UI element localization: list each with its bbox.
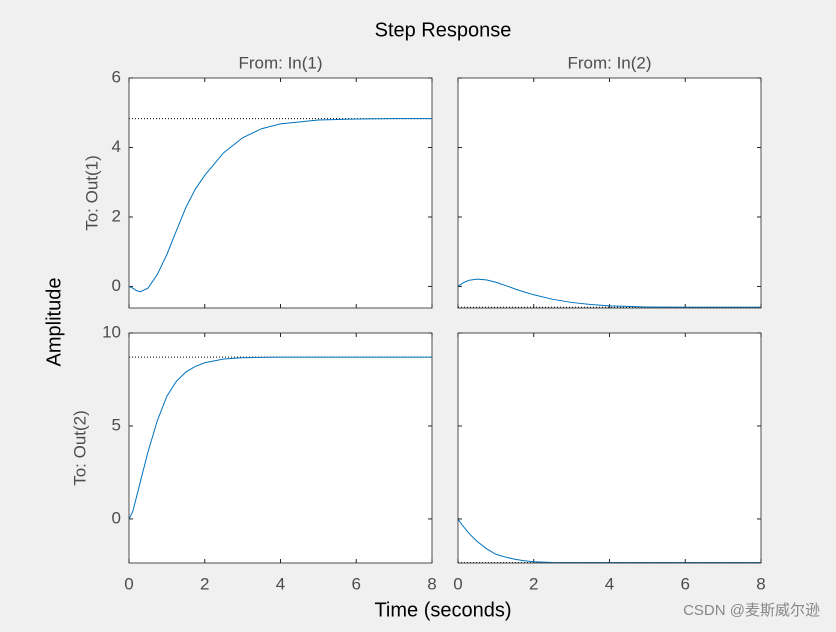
axes-background: [129, 333, 432, 563]
y-tick-label: 4: [112, 137, 121, 156]
x-tick-label: 6: [352, 574, 361, 593]
watermark: CSDN @麦斯威尔逊: [683, 602, 820, 619]
axes-background: [458, 78, 761, 308]
response-line: [457, 278, 761, 308]
axes-background: [129, 78, 432, 308]
x-tick-label: 6: [681, 574, 690, 593]
y-tick-label: 2: [112, 206, 121, 225]
axes-box: [128, 332, 433, 564]
response-line: [128, 356, 432, 520]
response-line: [128, 118, 432, 293]
row-label: To: Out(2): [70, 410, 89, 486]
axes-background: [458, 333, 761, 563]
axes-box: [128, 77, 433, 309]
y-tick-label: 0: [112, 276, 121, 295]
y-tick-label: 5: [112, 415, 121, 434]
axes-box: [457, 332, 762, 564]
x-tick-label: 4: [276, 574, 285, 593]
row-label: To: Out(1): [82, 155, 101, 231]
x-tick-label: 8: [427, 574, 436, 593]
y-tick-label: 0: [112, 508, 121, 527]
y-tick-label: 6: [112, 67, 121, 86]
y-axis-label: Amplitude: [43, 278, 65, 367]
x-tick-label: 2: [200, 574, 209, 593]
x-tick-label: 8: [756, 574, 765, 593]
column-title: From: In(2): [567, 53, 651, 72]
y-tick-label: 10: [102, 322, 121, 341]
x-axis-label: Time (seconds): [374, 599, 511, 621]
axes-box: [457, 77, 762, 309]
x-tick-label: 0: [124, 574, 133, 593]
figure-title: Step Response: [375, 19, 512, 41]
x-tick-label: 4: [605, 574, 614, 593]
x-tick-label: 2: [529, 574, 538, 593]
x-tick-label: 0: [453, 574, 462, 593]
column-title: From: In(1): [238, 53, 322, 72]
